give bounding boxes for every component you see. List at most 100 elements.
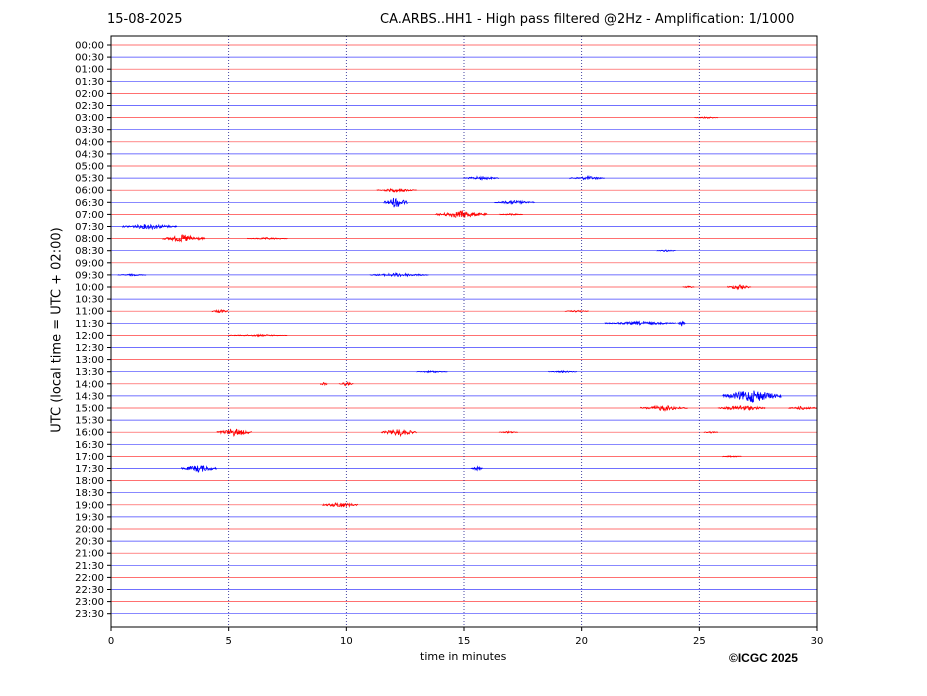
x-tick-label: 20 xyxy=(575,636,588,647)
plot-frame xyxy=(110,35,818,628)
y-tick-label: 08:00 xyxy=(75,234,104,245)
y-tick-label: 11:00 xyxy=(75,307,104,318)
seismic-event-31 xyxy=(498,430,518,434)
y-tick-label: 12:00 xyxy=(75,331,104,342)
seismic-event-18 xyxy=(604,320,676,326)
y-tick-label: 01:30 xyxy=(75,77,104,88)
y-tick-label: 15:00 xyxy=(75,404,104,415)
seismic-event-19 xyxy=(677,320,686,327)
seismic-event-23 xyxy=(320,381,328,387)
y-tick-label: 03:00 xyxy=(75,113,104,124)
seismic-event-1 xyxy=(463,175,500,181)
y-tick-label: 22:00 xyxy=(75,573,104,584)
seismic-event-16 xyxy=(211,308,229,314)
seismic-event-15 xyxy=(727,284,752,291)
seismic-event-4 xyxy=(383,197,408,208)
y-tick-label: 03:30 xyxy=(75,125,104,136)
seismic-event-3 xyxy=(376,187,418,193)
seismic-event-12 xyxy=(117,273,147,277)
y-tick-label: 06:00 xyxy=(75,186,104,197)
x-tick-label: 5 xyxy=(225,636,231,647)
y-tick-label: 19:00 xyxy=(75,500,104,511)
y-tick-label: 20:00 xyxy=(75,525,104,536)
y-tick-label: 20:30 xyxy=(75,537,104,548)
seismic-event-32 xyxy=(703,430,719,434)
y-tick-label: 06:30 xyxy=(75,198,104,209)
seismic-event-0 xyxy=(694,116,719,119)
seismic-event-17 xyxy=(564,309,589,313)
seismic-event-5 xyxy=(494,199,535,206)
x-tick-label: 25 xyxy=(693,636,706,647)
y-tick-label: 12:30 xyxy=(75,343,104,354)
seismic-event-34 xyxy=(181,464,217,473)
y-tick-label: 00:00 xyxy=(75,41,104,52)
y-tick-label: 17:00 xyxy=(75,452,104,463)
y-tick-label: 16:00 xyxy=(75,428,104,439)
y-tick-label: 07:30 xyxy=(75,222,104,233)
y-tick-label: 16:30 xyxy=(75,440,104,451)
y-tick-label: 14:30 xyxy=(75,391,104,402)
y-tick-label: 10:30 xyxy=(75,295,104,306)
y-tick-label: 02:30 xyxy=(75,101,104,112)
x-tick-label: 0 xyxy=(108,636,114,647)
y-tick-label: 18:30 xyxy=(75,488,104,499)
seismic-event-21 xyxy=(416,369,448,374)
y-tick-label: 00:30 xyxy=(75,53,104,64)
seismic-event-14 xyxy=(682,285,695,289)
seismic-event-7 xyxy=(498,212,523,217)
seismic-event-25 xyxy=(722,390,782,403)
seismic-event-10 xyxy=(247,237,288,240)
seismic-event-36 xyxy=(322,502,359,508)
y-tick-label: 09:30 xyxy=(75,270,104,281)
y-tick-label: 05:30 xyxy=(75,174,104,185)
axis-ticks: 00:0000:3001:0001:3002:0002:3003:0003:30… xyxy=(75,41,823,648)
seismic-event-29 xyxy=(216,428,253,438)
copyright-label: ©ICGC 2025 xyxy=(729,651,798,665)
y-tick-label: 02:00 xyxy=(75,89,104,100)
seismic-event-35 xyxy=(470,465,483,472)
seismic-event-33 xyxy=(722,455,742,458)
y-tick-label: 23:30 xyxy=(75,609,104,620)
seismic-event-22 xyxy=(548,369,577,374)
x-tick-label: 15 xyxy=(458,636,471,647)
seismic-event-13 xyxy=(369,271,429,278)
seismic-event-6 xyxy=(435,210,488,218)
station-title: CA.ARBS..HH1 - High pass filtered @2Hz -… xyxy=(380,12,795,27)
vertical-gridlines xyxy=(228,36,700,627)
y-tick-label: 01:00 xyxy=(75,65,104,76)
seismic-event-8 xyxy=(122,223,178,231)
x-axis-label: time in minutes xyxy=(420,650,507,663)
seismic-event-9 xyxy=(162,234,206,243)
y-tick-label: 23:00 xyxy=(75,597,104,608)
y-tick-label: 13:30 xyxy=(75,367,104,378)
y-tick-label: 14:00 xyxy=(75,379,104,390)
y-tick-label: 17:30 xyxy=(75,464,104,475)
y-tick-label: 04:30 xyxy=(75,149,104,160)
y-tick-label: 09:00 xyxy=(75,258,104,269)
seismic-event-30 xyxy=(381,429,417,438)
x-tick-label: 30 xyxy=(811,636,824,647)
x-tick-label: 10 xyxy=(340,636,353,647)
y-tick-label: 05:00 xyxy=(75,162,104,173)
y-tick-label: 08:30 xyxy=(75,246,104,257)
y-tick-label: 13:00 xyxy=(75,355,104,366)
date-title: 15-08-2025 xyxy=(107,12,183,27)
y-axis-label: UTC (local time = UTC + 02:00) xyxy=(49,227,65,433)
y-tick-label: 15:30 xyxy=(75,416,104,427)
seismic-event-20 xyxy=(228,333,288,338)
y-tick-label: 21:00 xyxy=(75,549,104,560)
seismic-event-28 xyxy=(788,405,818,411)
y-tick-label: 07:00 xyxy=(75,210,104,221)
seismic-event-26 xyxy=(640,404,688,412)
y-tick-label: 10:00 xyxy=(75,283,104,294)
y-tick-label: 18:00 xyxy=(75,476,104,487)
y-tick-label: 19:30 xyxy=(75,512,104,523)
seismic-event-27 xyxy=(717,405,766,411)
seismic-event-11 xyxy=(656,249,676,253)
y-tick-label: 11:30 xyxy=(75,319,104,330)
seismic-event-2 xyxy=(569,174,605,181)
y-tick-label: 04:00 xyxy=(75,137,104,148)
y-tick-label: 21:30 xyxy=(75,561,104,572)
y-tick-label: 22:30 xyxy=(75,585,104,596)
